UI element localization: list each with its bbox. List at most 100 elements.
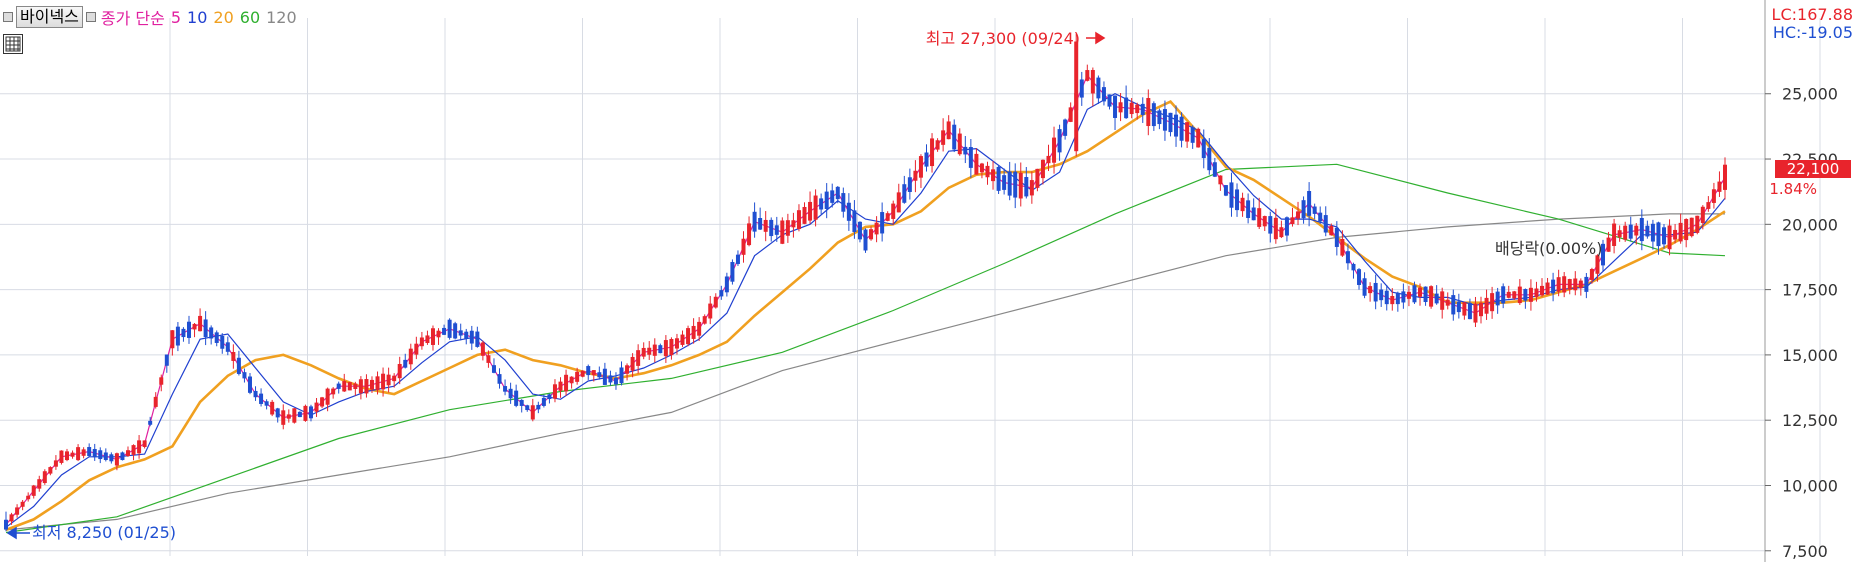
y-tick-label: 17,500 bbox=[1782, 281, 1838, 300]
candle-body bbox=[686, 328, 691, 345]
candle-body bbox=[902, 184, 907, 203]
candle-body bbox=[264, 401, 269, 406]
candle-body bbox=[1412, 285, 1417, 303]
candle-body bbox=[236, 357, 241, 374]
legend-ma60[interactable]: 60 bbox=[239, 7, 261, 27]
candle-body bbox=[1223, 185, 1228, 196]
candle-body bbox=[1246, 200, 1251, 218]
candle-body bbox=[76, 447, 81, 461]
candle-body bbox=[1506, 291, 1511, 298]
candle-body bbox=[941, 130, 946, 145]
candle-body bbox=[1673, 229, 1678, 240]
candle-body bbox=[569, 376, 574, 384]
candle-body bbox=[1201, 139, 1206, 159]
candle-body bbox=[752, 211, 757, 232]
candle-body bbox=[419, 337, 424, 347]
legend-ma120[interactable]: 120 bbox=[266, 7, 297, 27]
candle-body bbox=[1284, 217, 1289, 236]
candle-body bbox=[957, 133, 962, 155]
candle-body bbox=[697, 321, 702, 336]
candle-body bbox=[530, 405, 535, 420]
candle-body bbox=[708, 303, 713, 319]
legend-ma20[interactable]: 20 bbox=[213, 7, 234, 27]
candle-body bbox=[907, 177, 912, 192]
candle-body bbox=[586, 366, 591, 376]
candle-body bbox=[125, 450, 130, 456]
candle-body bbox=[1662, 227, 1667, 245]
candle-body bbox=[142, 440, 147, 447]
candle-body bbox=[1612, 223, 1617, 246]
candle-body bbox=[541, 397, 546, 406]
candle-body bbox=[674, 338, 679, 349]
candle-body bbox=[514, 390, 519, 406]
candle-body bbox=[1678, 222, 1683, 242]
legend-ma10[interactable]: 10 bbox=[187, 7, 208, 27]
candle-body bbox=[198, 315, 203, 332]
candle-body bbox=[608, 375, 613, 383]
candle-body bbox=[1390, 295, 1395, 305]
candle-body bbox=[1351, 263, 1356, 271]
candle-body bbox=[963, 146, 968, 155]
candle-body bbox=[1656, 222, 1661, 247]
candle-body bbox=[1124, 97, 1129, 119]
candle-body bbox=[1706, 202, 1711, 209]
candle-body bbox=[1068, 107, 1073, 122]
lc-value: LC:167.88 bbox=[1771, 5, 1853, 24]
dividend-annotation: 배당락(0.00%) bbox=[1495, 239, 1602, 258]
candle-body bbox=[791, 220, 796, 228]
candle-body bbox=[192, 323, 197, 330]
candle-body bbox=[469, 330, 474, 344]
candle-body bbox=[1129, 102, 1134, 115]
candle-body bbox=[1384, 290, 1389, 305]
candle-body bbox=[580, 370, 585, 377]
candle-body bbox=[1395, 292, 1400, 305]
candle-body bbox=[458, 330, 463, 336]
candle-body bbox=[381, 373, 386, 390]
candle-body bbox=[1645, 225, 1650, 237]
candle-body bbox=[1218, 175, 1223, 185]
candle-body bbox=[353, 383, 358, 389]
candle-body bbox=[564, 374, 569, 392]
candle-body bbox=[808, 201, 813, 221]
legend-bar: 바이넥스 종가 단순 5 10 20 60 120 bbox=[0, 6, 297, 28]
candle-body bbox=[491, 365, 496, 373]
candle-body bbox=[397, 363, 402, 379]
candle-body bbox=[1445, 299, 1450, 306]
candle-body bbox=[281, 410, 286, 425]
candle-body bbox=[1268, 216, 1273, 234]
candle-body bbox=[935, 140, 940, 150]
stock-name-button[interactable]: 바이넥스 bbox=[16, 6, 83, 28]
candle-body bbox=[813, 195, 818, 220]
candlesticks bbox=[4, 33, 1727, 532]
candle-body bbox=[98, 450, 103, 460]
candle-body bbox=[1501, 286, 1506, 304]
candle-body bbox=[575, 371, 580, 382]
y-tick-label: 15,000 bbox=[1782, 346, 1838, 365]
candle-body bbox=[120, 452, 125, 461]
candle-body bbox=[519, 399, 524, 406]
candle-body bbox=[347, 382, 352, 391]
candle-body bbox=[1179, 116, 1184, 141]
candle-body bbox=[946, 121, 951, 140]
table-grid-icon[interactable] bbox=[3, 34, 23, 54]
candle-body bbox=[1063, 119, 1068, 136]
candle-body bbox=[1057, 129, 1062, 153]
candle-body bbox=[1440, 291, 1445, 310]
candle-body bbox=[658, 345, 663, 354]
candle-body bbox=[968, 147, 973, 168]
candle-body bbox=[247, 376, 252, 393]
candle-body bbox=[26, 495, 31, 500]
candle-body bbox=[991, 169, 996, 182]
candle-body bbox=[1013, 171, 1018, 198]
candle-body bbox=[15, 507, 20, 515]
candle-body bbox=[1174, 114, 1179, 137]
ma-line-120 bbox=[5, 213, 1725, 531]
candle-body bbox=[1113, 95, 1118, 118]
candle-body bbox=[109, 454, 114, 462]
candle-body bbox=[430, 328, 435, 345]
legend-ma5[interactable]: 5 bbox=[170, 7, 182, 27]
candle-body bbox=[392, 375, 397, 382]
candle-body bbox=[1318, 212, 1323, 222]
candle-body bbox=[209, 327, 214, 339]
